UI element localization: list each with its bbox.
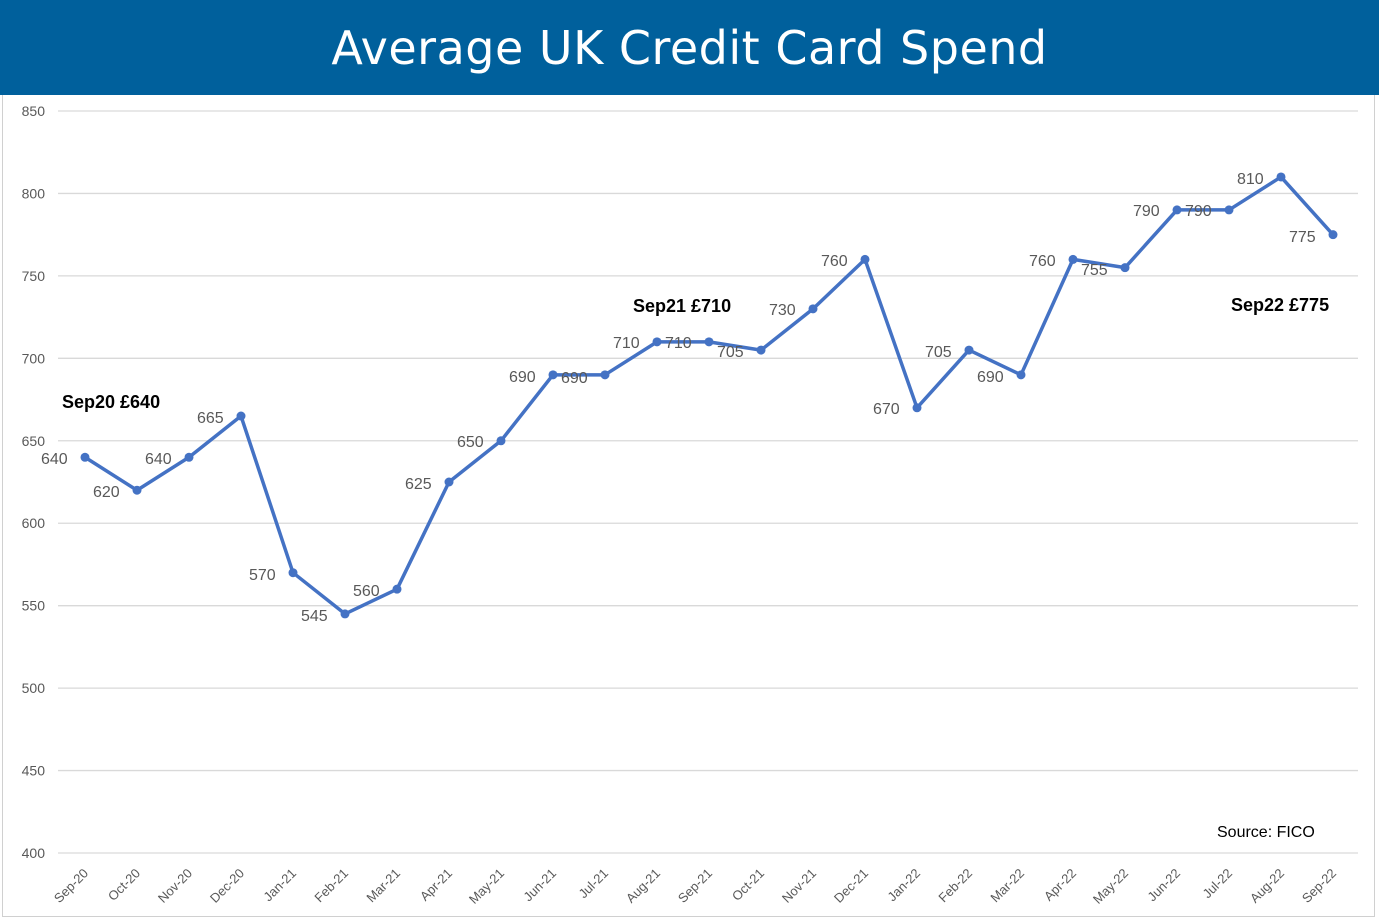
- data-label: 620: [93, 484, 120, 501]
- data-label: 810: [1237, 171, 1264, 188]
- data-point: [444, 477, 454, 487]
- data-point: [1276, 172, 1286, 182]
- x-tick-label: Jun-22: [1144, 866, 1183, 905]
- annotation-sep21: Sep21 £710: [633, 296, 731, 316]
- series-line: [84, 175, 1335, 616]
- y-tick-label: 550: [22, 598, 46, 614]
- y-tick-label: 500: [22, 680, 46, 696]
- x-tick-label: Apr-22: [1041, 866, 1079, 904]
- x-tick-label: Mar-22: [987, 866, 1027, 906]
- chart-header: Average UK Credit Card Spend: [0, 0, 1379, 95]
- x-tick-label: Jul-22: [1199, 866, 1235, 902]
- annotation-sep20: Sep20 £640: [62, 392, 160, 412]
- x-tick-label: Sep-20: [51, 866, 91, 906]
- x-tick-label: Jan-21: [260, 866, 299, 905]
- data-label: 760: [1029, 253, 1056, 270]
- data-markers: [80, 172, 1338, 619]
- data-point: [600, 370, 610, 380]
- data-point: [1224, 205, 1234, 215]
- data-point: [80, 452, 90, 462]
- data-label: 665: [197, 410, 224, 427]
- y-tick-label: 600: [22, 515, 46, 531]
- data-label: 790: [1185, 203, 1212, 220]
- data-point: [756, 345, 766, 355]
- data-point: [392, 584, 402, 594]
- data-label: 775: [1289, 229, 1316, 246]
- x-tick-label: Jan-22: [884, 866, 923, 905]
- data-point: [340, 609, 350, 619]
- data-point: [912, 403, 922, 413]
- data-label: 570: [249, 567, 276, 584]
- data-point: [1172, 205, 1182, 215]
- data-label: 640: [41, 451, 68, 468]
- data-point: [808, 304, 818, 314]
- data-point: [1328, 230, 1338, 240]
- data-point: [704, 337, 714, 347]
- x-tick-label: Oct-21: [729, 866, 767, 904]
- x-tick-label: Sep-22: [1299, 866, 1339, 906]
- source-note: Source: FICO: [1217, 824, 1315, 841]
- x-tick-label: Aug-21: [623, 866, 663, 906]
- data-label: 670: [873, 401, 900, 418]
- data-point: [1120, 263, 1130, 273]
- data-point: [548, 370, 558, 380]
- x-tick-label: Sep-21: [675, 866, 715, 906]
- data-label: 690: [977, 369, 1004, 386]
- data-label: 705: [925, 344, 952, 361]
- y-tick-label: 650: [22, 433, 46, 449]
- data-label: 690: [509, 369, 536, 386]
- x-tick-label: Dec-20: [207, 866, 247, 906]
- x-tick-label: Nov-20: [155, 866, 195, 906]
- x-tick-label: Jul-21: [575, 866, 611, 902]
- gridlines: [58, 110, 1358, 854]
- data-label: 705: [717, 344, 744, 361]
- data-point: [860, 254, 870, 264]
- data-point: [184, 452, 194, 462]
- data-point: [964, 345, 974, 355]
- data-label: 560: [353, 583, 380, 600]
- x-tick-label: Apr-21: [417, 866, 455, 904]
- y-axis: 400 450 500 550 600 650 700 750 800 850: [22, 103, 46, 861]
- x-tick-label: Dec-21: [831, 866, 871, 906]
- y-tick-label: 450: [22, 763, 46, 779]
- data-label: 640: [145, 451, 172, 468]
- y-tick-label: 400: [22, 845, 46, 861]
- x-axis: Sep-20 Oct-20 Nov-20 Dec-20 Jan-21 Feb-21 Mar-…: [51, 866, 1339, 907]
- x-tick-label: Jun-21: [520, 866, 559, 905]
- x-tick-label: May-22: [1090, 866, 1131, 907]
- chart-title: Average UK Credit Card Spend: [331, 20, 1048, 75]
- data-point: [496, 436, 506, 446]
- data-point: [236, 411, 246, 421]
- data-point: [1016, 370, 1026, 380]
- data-label: 755: [1081, 262, 1108, 279]
- data-label: 710: [613, 335, 640, 352]
- data-point: [132, 485, 142, 495]
- data-label: 545: [301, 608, 328, 625]
- x-tick-label: Aug-22: [1247, 866, 1287, 906]
- y-tick-label: 800: [22, 185, 46, 201]
- annotation-sep22: Sep22 £775: [1231, 295, 1329, 315]
- data-point: [652, 337, 662, 347]
- data-point: [1068, 254, 1078, 264]
- x-tick-label: Feb-22: [935, 866, 975, 906]
- y-tick-label: 850: [22, 103, 46, 119]
- x-tick-label: Nov-21: [779, 866, 819, 906]
- data-label: 650: [457, 434, 484, 451]
- x-tick-label: May-21: [466, 866, 507, 907]
- data-label: 730: [769, 302, 796, 319]
- chart-frame: [2, 95, 1375, 917]
- x-tick-label: Mar-21: [363, 866, 403, 906]
- data-label: 690: [561, 370, 588, 387]
- data-label: 710: [665, 335, 692, 352]
- data-label: 760: [821, 253, 848, 270]
- y-tick-label: 700: [22, 350, 46, 366]
- data-label: 790: [1133, 203, 1160, 220]
- x-tick-label: Oct-20: [105, 866, 143, 904]
- data-labels: 640 620 640 665 570 545 560 625 650 690 690 710 710 7…: [41, 171, 1316, 625]
- data-label: 625: [405, 476, 432, 493]
- x-tick-label: Feb-21: [311, 866, 351, 906]
- data-point: [288, 568, 298, 578]
- y-tick-label: 750: [22, 268, 46, 284]
